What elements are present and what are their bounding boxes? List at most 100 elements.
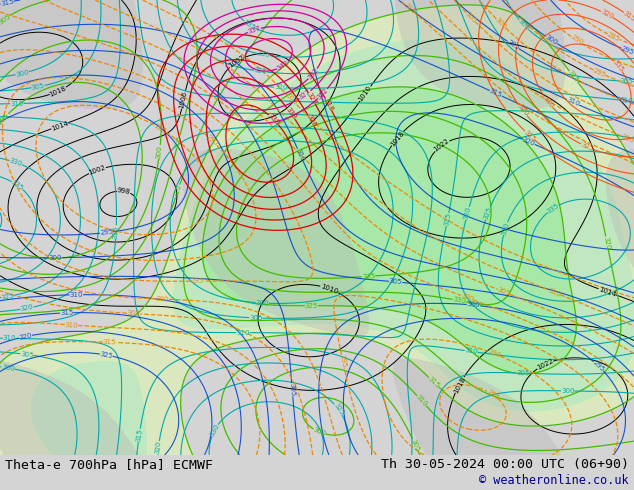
Text: 325: 325 [100,351,113,359]
Text: 290: 290 [487,348,501,359]
Text: 290: 290 [205,134,219,147]
Text: 300: 300 [49,255,62,261]
Text: 310: 310 [3,335,16,342]
Text: 333: 333 [285,106,297,121]
Text: 1010: 1010 [358,85,373,103]
Text: 330: 330 [257,50,271,59]
Text: 335: 335 [546,202,560,215]
Text: 1002: 1002 [88,164,107,176]
Text: 327: 327 [298,89,313,101]
Text: 285: 285 [153,122,168,135]
Text: 1006: 1006 [179,91,188,109]
Text: 335: 335 [242,19,257,31]
Text: 305: 305 [506,39,521,51]
Text: 1018: 1018 [453,375,467,394]
Text: 315: 315 [403,2,417,16]
Text: 310: 310 [620,133,634,144]
Text: 1022: 1022 [432,138,451,153]
Text: 300: 300 [156,145,164,159]
Text: 325: 325 [579,141,594,152]
Text: 315: 315 [60,310,74,316]
Text: 295: 295 [190,278,204,284]
Text: 300: 300 [517,18,531,32]
Text: 315: 315 [113,225,119,239]
Text: 295: 295 [592,67,607,78]
Text: 337: 337 [247,25,262,35]
Text: 300: 300 [312,427,327,438]
Text: Th 30-05-2024 00:00 UTC (06+90): Th 30-05-2024 00:00 UTC (06+90) [381,458,629,471]
Text: 1002: 1002 [228,54,246,69]
Text: 300: 300 [561,388,574,394]
Text: 315: 315 [427,375,441,389]
Text: 295: 295 [100,229,113,236]
Text: 305: 305 [0,13,12,25]
Text: 295: 295 [339,354,347,368]
Text: 323: 323 [306,91,318,106]
Text: 320: 320 [516,103,529,118]
Text: 315: 315 [103,339,117,345]
Text: 320: 320 [600,9,614,20]
Text: 310: 310 [236,330,250,336]
Text: 1018: 1018 [389,129,405,147]
Text: 325: 325 [1,293,15,300]
Text: 310: 310 [619,97,633,104]
Text: 325: 325 [482,206,493,220]
Text: 300: 300 [256,300,269,306]
Text: 300: 300 [460,293,474,303]
Text: 305: 305 [389,278,403,286]
Text: 320: 320 [20,304,34,313]
Text: 315: 315 [523,129,537,143]
Text: 300: 300 [494,17,508,30]
Text: 315: 315 [0,0,15,7]
Text: 315: 315 [488,88,503,99]
Text: 305: 305 [496,287,511,297]
Text: 300: 300 [467,301,481,309]
Text: 335: 335 [612,59,624,73]
Text: 322: 322 [316,87,329,100]
Text: 320: 320 [155,441,162,455]
Text: 330: 330 [209,423,221,438]
Text: 320: 320 [274,84,288,91]
Text: 1022: 1022 [536,358,554,371]
Text: 310: 310 [464,347,479,355]
Text: 335: 335 [10,179,25,192]
Text: 1010: 1010 [320,283,339,294]
Text: 1018: 1018 [49,85,67,98]
Text: 295: 295 [0,112,11,125]
Text: 330: 330 [452,296,467,305]
Text: 320: 320 [521,136,536,147]
Text: 320: 320 [18,332,32,341]
Text: 300: 300 [1,364,15,372]
Text: 325: 325 [254,68,268,75]
Text: 305: 305 [619,78,633,85]
Text: 310: 310 [65,321,79,328]
Text: 320: 320 [463,206,472,220]
Text: 315: 315 [622,10,634,23]
Text: 305: 305 [31,82,45,91]
Text: 305: 305 [288,383,295,396]
Text: 305: 305 [249,315,262,321]
Text: 300: 300 [544,34,559,46]
Text: 330: 330 [500,221,510,236]
Text: 310: 310 [10,100,23,107]
Text: 1014: 1014 [598,286,616,297]
Text: 338: 338 [267,113,281,126]
Text: 300: 300 [15,69,30,78]
Text: 315: 315 [319,99,332,105]
Text: © weatheronline.co.uk: © weatheronline.co.uk [479,474,629,487]
Text: 310: 310 [172,184,183,198]
Text: 305: 305 [516,370,529,376]
Text: 310: 310 [547,287,562,297]
Text: 332: 332 [306,67,320,81]
Text: 315: 315 [135,428,143,442]
Text: 305: 305 [464,10,477,24]
Text: 328: 328 [305,114,317,128]
Text: 305: 305 [20,351,34,358]
Text: 325: 325 [332,402,345,416]
Text: 285: 285 [486,389,500,401]
Text: 310: 310 [566,97,580,108]
Text: 325: 325 [305,303,318,309]
Text: 330: 330 [541,95,555,109]
Text: 305: 305 [127,310,140,317]
Text: 998: 998 [117,187,131,196]
